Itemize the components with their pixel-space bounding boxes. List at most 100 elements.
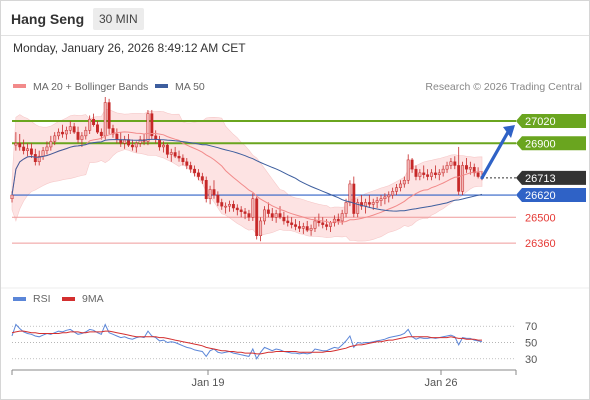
candle: [356, 198, 360, 218]
rsi-line: [11, 323, 483, 360]
candle: [305, 220, 309, 233]
candle-body: [76, 131, 80, 140]
candle-body: [398, 183, 402, 188]
rsi-tick-label: 70: [525, 321, 537, 333]
rsi-legend-swatch: [62, 297, 75, 301]
candle: [84, 126, 88, 140]
candle: [301, 222, 305, 234]
candle: [162, 141, 165, 153]
timeframe-button[interactable]: 30 MIN: [93, 8, 144, 30]
candle: [247, 209, 251, 221]
candle-body: [437, 172, 441, 175]
legend-swatch: [155, 84, 168, 88]
candle-body: [80, 135, 84, 140]
candle-body: [212, 189, 216, 196]
chart-header: Hang Seng 30 MIN: [1, 1, 589, 36]
candle-body: [18, 143, 22, 148]
candle-body: [10, 194, 14, 200]
candle-body: [367, 202, 371, 205]
candle: [414, 165, 418, 181]
x-tick-label: Jan 19: [191, 377, 224, 389]
candle-body: [14, 143, 18, 146]
candle-body: [216, 194, 220, 203]
ma20-line: [11, 131, 483, 224]
candle: [189, 161, 193, 173]
candle-body: [99, 131, 103, 137]
candle-body: [204, 180, 208, 199]
candle: [395, 183, 398, 196]
candle-body: [165, 144, 169, 155]
candle-body: [208, 189, 212, 199]
candle: [45, 141, 49, 155]
candle-body: [150, 113, 154, 137]
legend-label: MA 20 + Bollinger Bands: [33, 81, 148, 93]
candle-body: [72, 126, 76, 133]
candle: [235, 204, 239, 216]
resistance-level-tag-text: 27020: [525, 116, 556, 128]
candle-body: [130, 144, 134, 148]
candle-body: [329, 222, 332, 227]
candle: [294, 219, 298, 231]
candle-body: [263, 209, 266, 222]
candle: [387, 191, 391, 203]
candle-body: [224, 205, 228, 208]
candle: [336, 213, 340, 225]
candle: [111, 124, 115, 138]
candle: [263, 206, 266, 225]
candle-body: [309, 228, 313, 231]
candle: [26, 143, 29, 157]
candle-body: [146, 113, 150, 142]
candle-body: [103, 102, 107, 137]
candle: [212, 180, 216, 199]
candle: [96, 121, 99, 134]
candle: [461, 161, 465, 196]
symbol-title: Hang Seng: [11, 11, 85, 27]
candle: [138, 135, 142, 147]
candle-body: [461, 165, 465, 192]
candle-body: [465, 165, 468, 170]
candle-body: [181, 157, 185, 163]
candle: [80, 132, 84, 147]
candle-body: [68, 126, 72, 131]
candle-body: [88, 118, 92, 131]
candle-body: [290, 222, 294, 225]
resistance-level-tag-text: 26900: [525, 138, 556, 150]
candle: [185, 158, 189, 170]
candle: [76, 126, 80, 144]
candle: [445, 161, 449, 173]
rsi-legend-label: RSI: [33, 293, 51, 305]
resistance-level-tag: [516, 114, 586, 129]
candle: [14, 132, 18, 151]
candle-body: [332, 218, 336, 224]
candle-body: [364, 202, 367, 207]
candle-body: [231, 204, 235, 209]
candle: [196, 169, 200, 181]
candle: [441, 165, 445, 177]
candle-body: [352, 183, 356, 214]
candle: [61, 124, 64, 138]
last-price-tag: [516, 170, 586, 185]
candle-body: [453, 161, 457, 166]
pivot-level-tag-text: 26620: [525, 190, 556, 202]
candle: [107, 98, 111, 134]
forecast-arrowhead: [503, 125, 515, 139]
candle-body: [371, 202, 375, 205]
candle-body: [255, 198, 259, 236]
candle-body: [22, 146, 26, 151]
candle: [92, 113, 96, 127]
candle: [181, 154, 185, 166]
candle-body: [158, 139, 162, 148]
rsi-ma-line: [11, 330, 482, 355]
candle: [398, 180, 402, 192]
candle-body: [84, 130, 88, 137]
candle-body: [274, 213, 278, 218]
candle: [297, 220, 301, 233]
bollinger-band: [11, 109, 483, 242]
candle: [134, 141, 138, 153]
support-level-label: 26500: [525, 212, 556, 224]
ma50-line: [11, 138, 483, 212]
candle: [57, 128, 61, 140]
candle: [216, 191, 220, 207]
candle: [418, 169, 422, 181]
candle-body: [29, 148, 33, 155]
